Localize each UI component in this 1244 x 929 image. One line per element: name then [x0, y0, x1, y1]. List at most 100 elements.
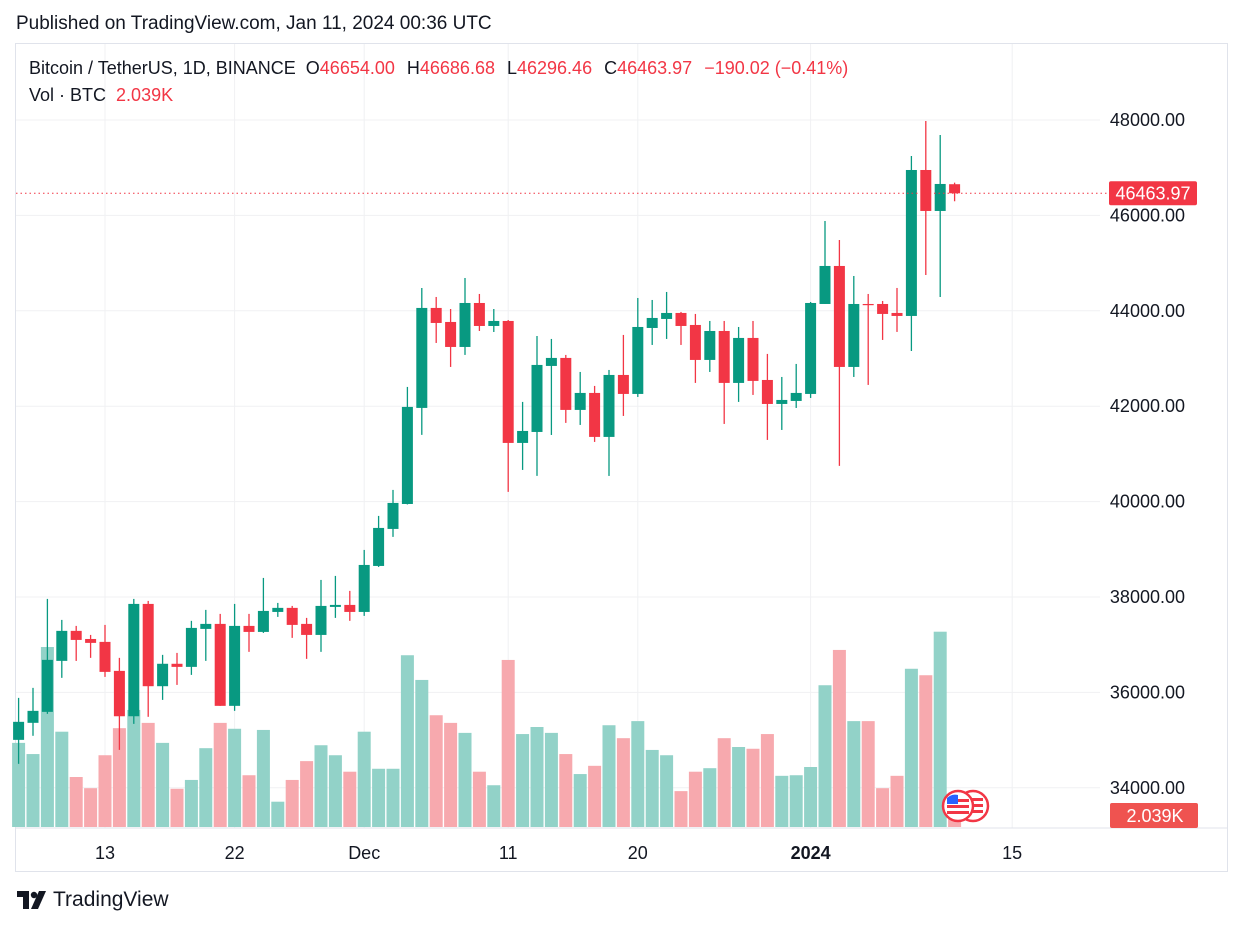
- volume-bar: [832, 649, 846, 827]
- candle[interactable]: [747, 320, 759, 395]
- time-tick-label: 15: [1002, 843, 1022, 863]
- candle[interactable]: [502, 319, 514, 492]
- candle[interactable]: [387, 489, 399, 537]
- volume-bar: [544, 732, 558, 827]
- candle[interactable]: [329, 575, 341, 618]
- brand-name: TradingView: [53, 888, 169, 911]
- candle[interactable]: [488, 308, 500, 332]
- candle-body: [185, 627, 197, 667]
- candle[interactable]: [373, 515, 385, 567]
- candle[interactable]: [517, 401, 529, 470]
- candle[interactable]: [142, 600, 154, 717]
- candle[interactable]: [257, 577, 269, 633]
- candle[interactable]: [905, 156, 917, 351]
- candle[interactable]: [632, 297, 644, 397]
- candle[interactable]: [617, 334, 629, 416]
- volume-bar: [112, 728, 126, 827]
- candle[interactable]: [877, 300, 889, 340]
- volume-bar: [26, 754, 40, 827]
- candle[interactable]: [646, 299, 658, 345]
- volume-bar: [84, 788, 98, 827]
- candle[interactable]: [56, 619, 68, 678]
- candle[interactable]: [41, 598, 53, 714]
- candle-body: [128, 603, 140, 717]
- candle-body: [862, 303, 874, 306]
- candle[interactable]: [574, 371, 586, 425]
- candle[interactable]: [272, 602, 284, 617]
- candle[interactable]: [401, 386, 413, 505]
- candle[interactable]: [934, 134, 946, 297]
- candle[interactable]: [805, 301, 817, 398]
- candle[interactable]: [445, 308, 457, 367]
- candle-body: [329, 604, 341, 607]
- candle[interactable]: [862, 293, 874, 385]
- candle-body: [358, 564, 370, 612]
- volume-bar: [746, 748, 760, 827]
- candle[interactable]: [689, 313, 701, 383]
- candle[interactable]: [157, 654, 169, 700]
- symbol-title[interactable]: Bitcoin / TetherUS, 1D, BINANCE: [29, 58, 296, 78]
- candle-body: [473, 302, 485, 326]
- price-tick-label: 34000.00: [1110, 778, 1185, 798]
- candle-body: [257, 610, 269, 632]
- candle-body: [949, 184, 961, 194]
- candle[interactable]: [819, 220, 831, 304]
- candle-body: [704, 330, 716, 360]
- candle[interactable]: [459, 277, 471, 355]
- candle[interactable]: [790, 363, 802, 408]
- candle[interactable]: [833, 239, 845, 466]
- change-value: −190.02 (−0.41%): [704, 58, 849, 78]
- candle[interactable]: [243, 613, 255, 652]
- candle[interactable]: [545, 338, 557, 435]
- candle[interactable]: [301, 617, 313, 659]
- candle-body: [243, 625, 255, 632]
- volume-bar: [516, 734, 530, 827]
- candle[interactable]: [949, 182, 961, 202]
- candle[interactable]: [704, 320, 716, 372]
- candle[interactable]: [675, 311, 687, 345]
- candle[interactable]: [85, 634, 97, 658]
- candle[interactable]: [99, 624, 111, 677]
- candle[interactable]: [473, 293, 485, 331]
- candle[interactable]: [761, 353, 773, 440]
- candle[interactable]: [171, 652, 183, 685]
- candle[interactable]: [344, 590, 356, 621]
- candle[interactable]: [13, 697, 25, 764]
- candle[interactable]: [603, 369, 615, 476]
- candle[interactable]: [214, 613, 226, 706]
- candle[interactable]: [229, 603, 241, 711]
- candle[interactable]: [286, 605, 298, 638]
- volume-bar: [732, 747, 746, 827]
- candle[interactable]: [848, 275, 860, 377]
- candle[interactable]: [531, 335, 543, 476]
- volume-bar: [861, 721, 875, 827]
- volume-bar: [760, 734, 774, 827]
- candle[interactable]: [733, 326, 745, 402]
- candle[interactable]: [315, 579, 327, 652]
- candle[interactable]: [718, 320, 730, 424]
- candle-body: [459, 302, 471, 347]
- volume-bar: [400, 655, 414, 827]
- candle[interactable]: [185, 620, 197, 675]
- tradingview-logo[interactable]: TradingView: [17, 888, 169, 912]
- open-value: 46654.00: [319, 58, 395, 78]
- candle[interactable]: [560, 354, 572, 423]
- candle[interactable]: [776, 376, 788, 430]
- candle[interactable]: [589, 385, 601, 442]
- candle[interactable]: [27, 687, 39, 736]
- candle[interactable]: [358, 549, 370, 616]
- volume-bar: [933, 631, 947, 827]
- candle[interactable]: [920, 121, 932, 275]
- us-flag-event-icon[interactable]: [941, 789, 990, 823]
- candle[interactable]: [113, 657, 125, 750]
- candle-body: [560, 357, 572, 410]
- candle-body: [747, 337, 759, 381]
- candle[interactable]: [430, 296, 442, 343]
- candle[interactable]: [70, 625, 82, 661]
- candle[interactable]: [891, 287, 903, 332]
- candle[interactable]: [200, 609, 212, 661]
- candle[interactable]: [416, 287, 428, 435]
- candle[interactable]: [661, 291, 673, 339]
- candle[interactable]: [128, 598, 140, 724]
